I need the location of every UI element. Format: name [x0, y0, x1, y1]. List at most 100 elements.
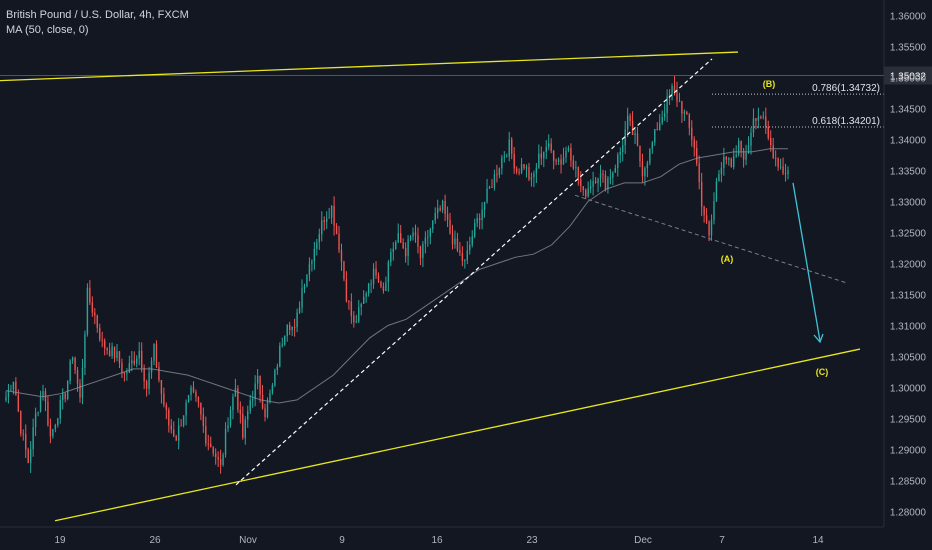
candle-body: [153, 344, 155, 361]
candle-body: [284, 335, 286, 345]
candle-body: [437, 208, 439, 214]
candle-body: [742, 150, 745, 160]
candle-body: [160, 380, 163, 394]
candle-body: [518, 172, 520, 174]
candle-body: [89, 287, 91, 303]
candle-body: [461, 253, 464, 261]
candle-body: [163, 393, 165, 405]
candle-body: [661, 117, 663, 123]
candle-body: [62, 393, 64, 401]
candle-body: [355, 321, 357, 323]
candle-body: [175, 436, 177, 441]
candle-body: [464, 260, 466, 262]
candle-body: [392, 248, 394, 252]
candle-body: [439, 208, 441, 211]
wave-label: (B): [763, 79, 776, 89]
candle-body: [619, 152, 621, 155]
candle-body: [345, 279, 348, 302]
candle-body: [533, 173, 535, 178]
candle-body: [429, 229, 432, 237]
candle-body: [752, 118, 755, 133]
candle-body: [422, 243, 424, 258]
wave-label: (C): [816, 367, 829, 377]
candle-body: [325, 218, 328, 222]
candle-body: [145, 381, 148, 389]
candle-body: [589, 186, 592, 189]
candle-body: [622, 145, 624, 153]
candle-body: [760, 116, 762, 118]
candle-body: [651, 142, 654, 149]
candle-body: [466, 250, 469, 261]
candle-body: [37, 411, 39, 414]
candle-body: [587, 188, 589, 197]
candle-body: [165, 404, 168, 410]
candle-body: [182, 415, 185, 426]
candle-body: [316, 242, 318, 249]
candle-body: [224, 428, 227, 455]
candle-body: [708, 221, 710, 236]
candle-body: [380, 281, 382, 287]
candle-body: [190, 387, 192, 396]
candle-body: [387, 262, 390, 283]
candle-body: [733, 156, 735, 168]
candle-body: [227, 425, 229, 429]
y-tick-label: 1.36000: [890, 12, 927, 23]
candle-body: [765, 116, 767, 127]
candle-body: [64, 393, 66, 399]
candle-body: [94, 312, 96, 316]
candle-body: [496, 174, 498, 176]
x-tick-label: 23: [526, 535, 538, 546]
candle-body: [703, 206, 705, 216]
candle-body: [192, 387, 195, 393]
candle-body: [293, 327, 296, 329]
candle-body: [676, 91, 678, 102]
candle-body: [508, 139, 510, 157]
candle-body: [333, 206, 335, 226]
candle-body: [66, 381, 69, 399]
candle-body: [210, 443, 212, 448]
candle-body: [710, 219, 713, 236]
y-tick-label: 1.35000: [890, 74, 927, 85]
candle-body: [187, 395, 190, 403]
candle-body: [52, 429, 54, 437]
candle-body: [155, 344, 158, 368]
y-tick-label: 1.35500: [890, 43, 927, 54]
candle-body: [207, 443, 209, 445]
candle-body: [279, 345, 281, 367]
y-tick-label: 1.29000: [890, 446, 927, 457]
candle-body: [377, 275, 380, 282]
candle-body: [367, 284, 370, 294]
candle-body: [335, 225, 338, 234]
candle-body: [140, 350, 143, 369]
candle-body: [271, 385, 274, 394]
candle-body: [747, 145, 750, 153]
y-tick-label: 1.33000: [890, 198, 927, 209]
candle-body: [654, 129, 656, 143]
candle-body: [594, 181, 597, 184]
candle-body: [427, 236, 429, 238]
candle-body: [671, 85, 673, 95]
candle-body: [562, 157, 565, 165]
y-tick-label: 1.30000: [890, 384, 927, 395]
candle-body: [770, 137, 772, 146]
candle-body: [644, 168, 646, 177]
candle-body: [577, 167, 580, 180]
candle-body: [54, 424, 57, 430]
last-price-label: 1.35032: [890, 72, 927, 83]
candle-body: [432, 220, 434, 230]
candle-body: [195, 392, 197, 398]
candle-body: [498, 168, 501, 176]
candle-body: [409, 236, 412, 240]
candle-body: [96, 315, 98, 328]
candle-body: [552, 150, 555, 161]
candle-body: [434, 213, 436, 221]
candle-body: [402, 242, 404, 249]
candle-body: [239, 409, 242, 414]
candle-body: [691, 127, 693, 140]
candle-body: [540, 153, 543, 159]
y-tick-label: 1.32500: [890, 229, 927, 240]
y-tick-label: 1.34000: [890, 136, 927, 147]
candle-body: [599, 173, 602, 179]
candle-body: [723, 156, 725, 168]
